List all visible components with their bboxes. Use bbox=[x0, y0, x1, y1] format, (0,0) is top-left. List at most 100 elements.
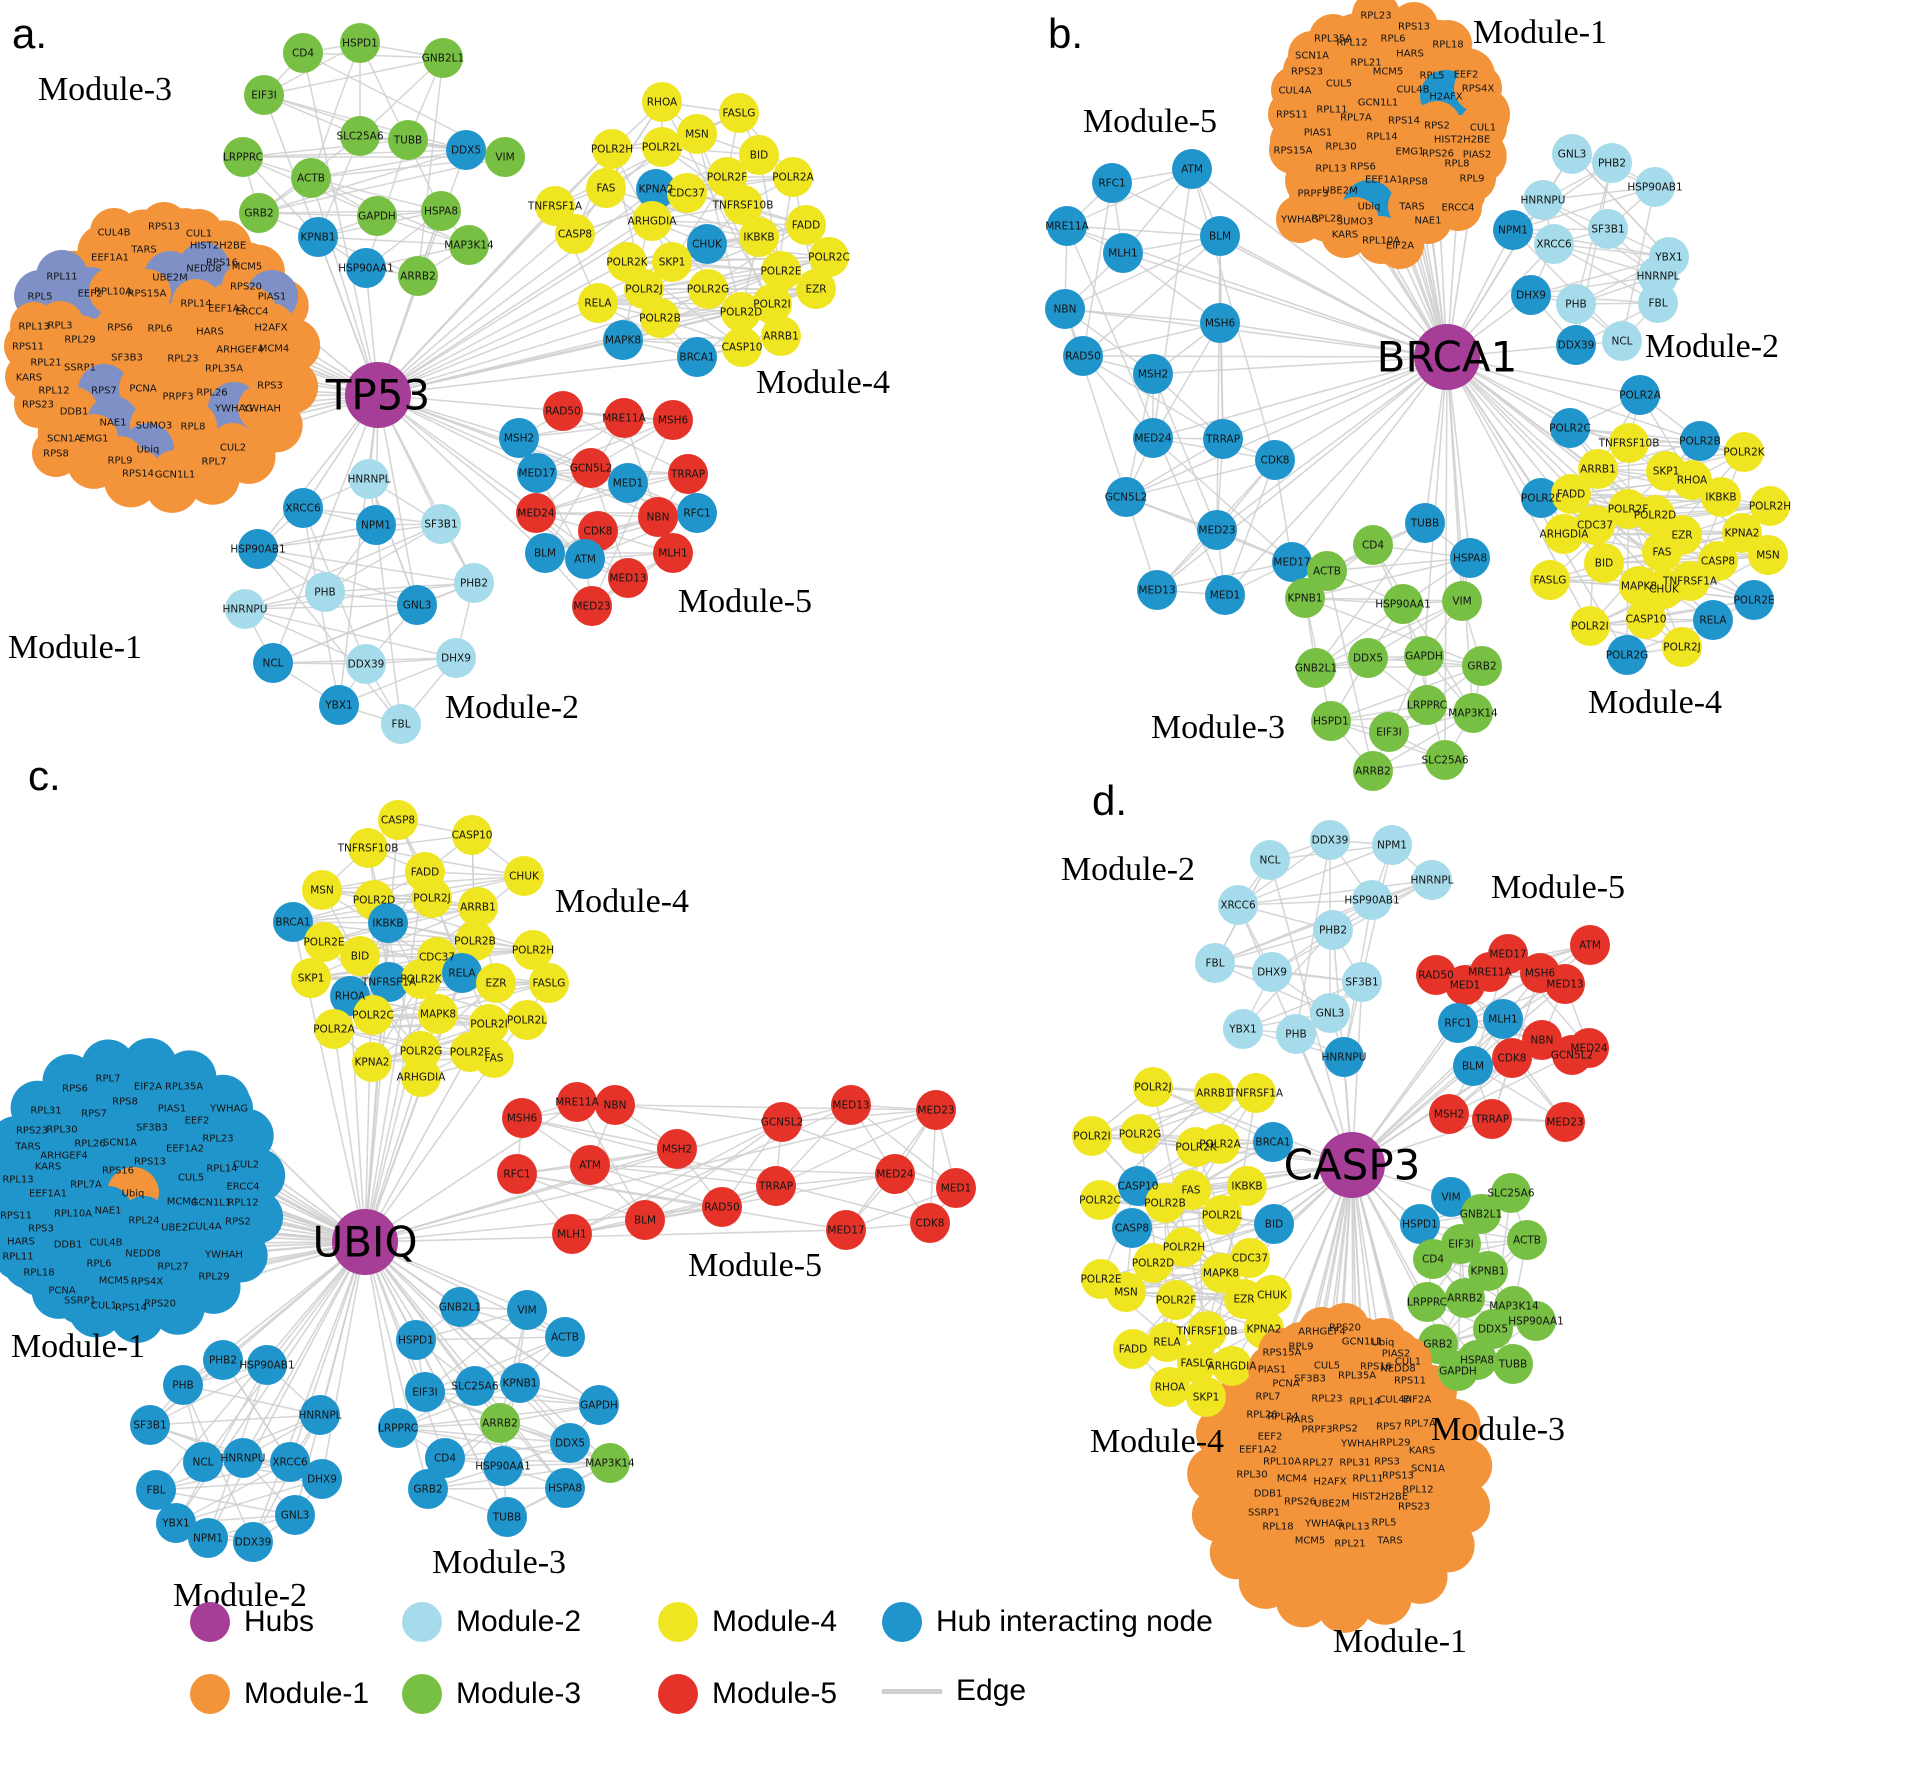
node-label-CD4: CD4 bbox=[292, 48, 314, 60]
node-ATM bbox=[565, 539, 605, 579]
node-EIF3I bbox=[405, 1372, 445, 1412]
node-label-POLR2K: POLR2K bbox=[606, 257, 648, 269]
node-label-RPL31: RPL31 bbox=[30, 1106, 61, 1117]
node-label-DDX39: DDX39 bbox=[235, 1537, 272, 1549]
edge bbox=[536, 419, 674, 474]
node-GNL3 bbox=[397, 585, 437, 625]
node-label-MSH6: MSH6 bbox=[658, 415, 689, 427]
node-KPNB1 bbox=[500, 1363, 540, 1403]
node-label-EIF2A: EIF2A bbox=[134, 1082, 162, 1093]
edge bbox=[257, 523, 442, 550]
edge bbox=[516, 1173, 847, 1231]
node-POLR2E bbox=[304, 922, 344, 962]
node-label-VIM: VIM bbox=[517, 1305, 536, 1317]
node-POLR2L bbox=[507, 1000, 547, 1040]
node-IKBKB bbox=[1701, 477, 1741, 517]
node-label-RPL14: RPL14 bbox=[206, 1164, 237, 1175]
node-label-POLR2J: POLR2J bbox=[1663, 642, 1701, 654]
edge bbox=[364, 1241, 429, 1490]
edge bbox=[1224, 356, 1448, 596]
node-label-POLR2J: POLR2J bbox=[413, 893, 451, 905]
node-label-KPNB1: KPNB1 bbox=[503, 1378, 538, 1390]
node-label-RPL10A: RPL10A bbox=[1362, 236, 1400, 247]
node-label-XRCC6: XRCC6 bbox=[1220, 900, 1256, 912]
node-CDK8 bbox=[1255, 440, 1295, 480]
node-RAD50 bbox=[1063, 336, 1103, 376]
node-label-NBN: NBN bbox=[1531, 1035, 1554, 1047]
edge bbox=[1512, 186, 1656, 231]
node-label-RPL8: RPL8 bbox=[181, 422, 206, 433]
node-ARHGDIA bbox=[401, 1057, 441, 1097]
node-label-EEF2: EEF2 bbox=[1454, 70, 1479, 81]
node-label-RPS13: RPS13 bbox=[1382, 1471, 1414, 1482]
node-label-KPNA2: KPNA2 bbox=[1725, 528, 1760, 540]
edge bbox=[427, 1487, 566, 1490]
edge bbox=[272, 394, 379, 664]
edge bbox=[1152, 356, 1448, 439]
node-MSH2 bbox=[1429, 1094, 1469, 1134]
node-POLR2I bbox=[1072, 1116, 1112, 1156]
bloblabels-layer bbox=[0, 0, 1507, 1567]
node-label-TRRAP: TRRAP bbox=[1474, 1114, 1509, 1126]
edge bbox=[377, 256, 830, 396]
node-VIM bbox=[507, 1290, 547, 1330]
edge bbox=[364, 1241, 600, 1406]
edge bbox=[1216, 235, 1221, 531]
node-label-GAPDH: GAPDH bbox=[580, 1400, 618, 1412]
node-RPL23 bbox=[159, 334, 207, 382]
node-DDX5 bbox=[550, 1423, 590, 1463]
node-label-MLH1: MLH1 bbox=[1108, 248, 1138, 260]
node-label-MLH1: MLH1 bbox=[557, 1229, 587, 1241]
node-label-RPS15A: RPS15A bbox=[1263, 1348, 1302, 1359]
node-label-MED23: MED23 bbox=[573, 601, 610, 613]
node-label-NEDD8: NEDD8 bbox=[1380, 1364, 1416, 1375]
node-BRCA1 bbox=[677, 337, 717, 377]
edge bbox=[397, 819, 490, 1025]
node-label-RPL6: RPL6 bbox=[87, 1259, 112, 1270]
node-label-POLR2I: POLR2I bbox=[1571, 621, 1609, 633]
edge bbox=[377, 188, 657, 396]
node-MED24 bbox=[1133, 418, 1173, 458]
node-label-MAPK8: MAPK8 bbox=[420, 1009, 456, 1021]
node-GNL3 bbox=[275, 1495, 315, 1535]
node-label-RHOA: RHOA bbox=[1677, 475, 1708, 487]
node-POLR2D bbox=[721, 292, 761, 332]
node-label-RPS26: RPS26 bbox=[1422, 149, 1454, 160]
node-label-HARS: HARS bbox=[1396, 49, 1424, 60]
edge bbox=[258, 210, 442, 214]
node-label-FADD: FADD bbox=[1119, 1344, 1147, 1356]
edge bbox=[415, 1336, 566, 1341]
node-label-DDB1: DDB1 bbox=[54, 1240, 83, 1251]
node-label-YWHAH: YWHAH bbox=[1340, 1439, 1379, 1450]
node-ACTB bbox=[1507, 1220, 1547, 1260]
node-label-SCN1A: SCN1A bbox=[1295, 51, 1329, 62]
node-label-Ubiq: Ubiq bbox=[122, 1189, 145, 1200]
node-MED13 bbox=[608, 558, 648, 598]
node-label-YWHAG: YWHAG bbox=[1304, 1519, 1343, 1530]
module-blob-node bbox=[1275, 1573, 1330, 1628]
node-RPL8 bbox=[169, 402, 217, 450]
node-label-SCN1A: SCN1A bbox=[1411, 1464, 1445, 1475]
node-label-MCM5: MCM5 bbox=[1373, 67, 1404, 78]
node-label-MED24: MED24 bbox=[876, 1169, 913, 1181]
node-label-UBE2M: UBE2M bbox=[1322, 186, 1358, 197]
node-HSP90AA1 bbox=[1516, 1301, 1556, 1341]
node-label-RPS2: RPS2 bbox=[1332, 1424, 1358, 1435]
node-label-PHB: PHB bbox=[314, 587, 335, 599]
node-label-POLR2J: POLR2J bbox=[1134, 1082, 1172, 1094]
node-label-RPS3: RPS3 bbox=[257, 381, 283, 392]
node-SF3B1 bbox=[1342, 962, 1382, 1002]
node-label-MSN: MSN bbox=[1114, 1287, 1138, 1299]
node-label-TARS: TARS bbox=[130, 245, 156, 256]
node-IKBKB bbox=[368, 903, 408, 943]
node-label-PCNA: PCNA bbox=[129, 384, 156, 395]
node-NPM1 bbox=[1372, 825, 1412, 865]
node-label-GRB2: GRB2 bbox=[413, 1484, 442, 1496]
node-label-RPL3: RPL3 bbox=[48, 321, 73, 332]
node-TRRAP bbox=[668, 454, 708, 494]
edge bbox=[310, 42, 361, 179]
node-label-POLR2H: POLR2H bbox=[512, 945, 554, 957]
node-label-RPL35A: RPL35A bbox=[1314, 34, 1352, 45]
node-HSP90AB1 bbox=[238, 529, 278, 569]
